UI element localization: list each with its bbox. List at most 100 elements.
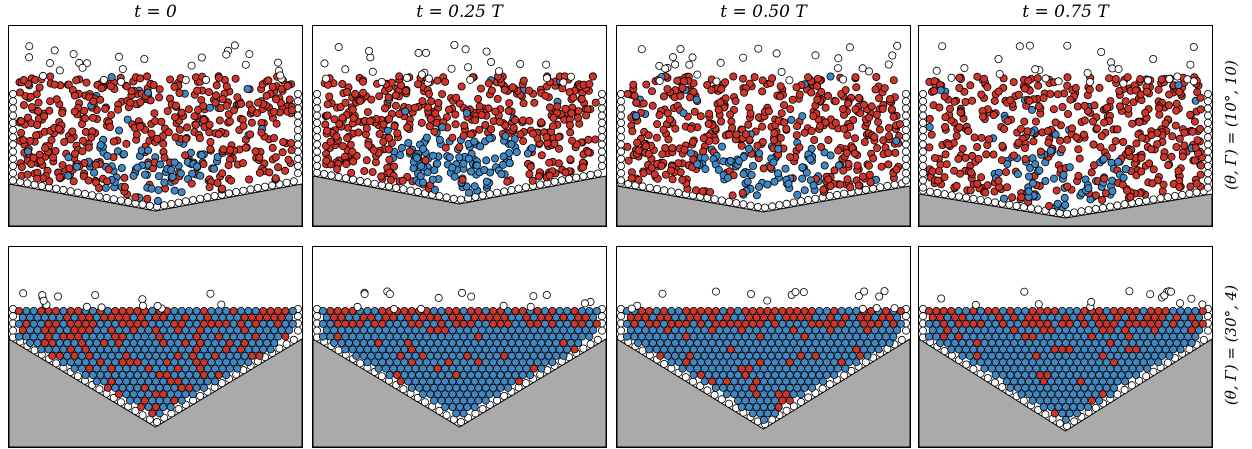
blue-particle: [463, 377, 472, 386]
wall-particle: [9, 140, 17, 149]
wall-particle: [293, 126, 302, 135]
free-particle: [422, 48, 431, 57]
red-particle: [977, 173, 986, 182]
red-particle: [287, 146, 296, 155]
free-particle: [685, 60, 694, 69]
blue-particle: [177, 396, 186, 405]
blue-particle: [1021, 371, 1030, 380]
blue-particle: [1132, 371, 1141, 380]
blue-particle: [585, 319, 594, 328]
blue-particle: [774, 364, 783, 373]
red-particle: [63, 313, 72, 322]
blue-particle: [1106, 390, 1115, 399]
blue-particle: [995, 339, 1004, 348]
boundary-particle: [579, 344, 588, 353]
blue-particle: [745, 351, 754, 360]
red-particle: [27, 103, 36, 112]
blue-particle: [496, 371, 505, 380]
blue-particle: [548, 332, 557, 341]
boundary-particle: [768, 202, 777, 211]
blue-particle: [697, 358, 706, 367]
free-particle: [54, 292, 63, 301]
red-particle: [1076, 377, 1085, 386]
blue-particle: [499, 160, 508, 169]
wall-particle: [293, 169, 302, 178]
blue-particle: [704, 319, 713, 328]
blue-particle: [848, 351, 857, 360]
blue-particle: [987, 313, 996, 322]
blue-particle: [674, 358, 683, 367]
red-particle: [852, 345, 861, 354]
blue-particle: [396, 339, 405, 348]
red-particle: [1115, 87, 1124, 96]
blue-particle: [1087, 371, 1096, 380]
red-particle: [366, 117, 375, 126]
red-particle: [885, 95, 894, 104]
boundary-particle: [991, 198, 1000, 207]
red-particle: [756, 358, 765, 367]
blue-particle: [563, 332, 572, 341]
blue-particle: [748, 332, 757, 341]
particles: [313, 287, 606, 426]
red-particle: [122, 313, 131, 322]
blue-particle: [426, 364, 435, 373]
free-particle: [661, 64, 670, 73]
blue-particle: [726, 371, 735, 380]
blue-particle: [674, 345, 683, 354]
wall-particle: [293, 97, 302, 106]
red-particle: [774, 390, 783, 399]
blue-particle: [445, 153, 454, 162]
blue-particle: [1165, 351, 1174, 360]
boundary-particle: [1113, 390, 1122, 399]
free-particle: [676, 44, 685, 53]
blue-particle: [248, 339, 257, 348]
blue-particle: [122, 339, 131, 348]
wall-particle: [597, 118, 606, 127]
blue-particle: [1139, 345, 1148, 354]
blue-particle: [1180, 339, 1189, 348]
blue-particle: [874, 332, 883, 341]
blue-particle: [441, 351, 450, 360]
blue-particle: [759, 339, 768, 348]
red-particle: [940, 173, 949, 182]
red-particle: [390, 162, 399, 171]
red-particle: [417, 118, 426, 127]
blue-particle: [196, 377, 205, 386]
blue-particle: [151, 351, 160, 360]
red-particle: [843, 99, 852, 108]
blue-particle: [752, 402, 761, 411]
wall-particle: [9, 104, 17, 113]
blue-particle: [826, 72, 835, 81]
blue-particle: [987, 326, 996, 335]
blue-particle: [55, 326, 64, 335]
red-particle: [1193, 136, 1202, 145]
boundary-particle: [59, 185, 68, 194]
red-particle: [741, 130, 750, 139]
wall-particle: [1203, 104, 1212, 113]
blue-particle: [1054, 390, 1063, 399]
red-particle: [639, 99, 648, 108]
blue-particle: [1113, 351, 1122, 360]
blue-particle: [1119, 173, 1128, 182]
red-particle: [77, 313, 86, 322]
red-particle: [1020, 117, 1029, 126]
blue-particle: [526, 345, 535, 354]
blue-particle: [841, 326, 850, 335]
red-particle: [945, 104, 954, 113]
blue-particle: [411, 326, 420, 335]
blue-particle: [663, 339, 672, 348]
blue-particle: [430, 345, 439, 354]
blue-particle: [496, 358, 505, 367]
blue-particle: [430, 383, 439, 392]
blue-particle: [704, 358, 713, 367]
free-particle: [884, 60, 893, 69]
blue-particle: [837, 332, 846, 341]
blue-particle: [470, 377, 479, 386]
blue-particle: [426, 377, 435, 386]
red-particle: [1159, 180, 1168, 189]
blue-particle: [630, 332, 639, 341]
blue-particle: [444, 396, 453, 405]
red-particle: [570, 319, 579, 328]
free-particle: [197, 53, 206, 62]
blue-particle: [1146, 332, 1155, 341]
